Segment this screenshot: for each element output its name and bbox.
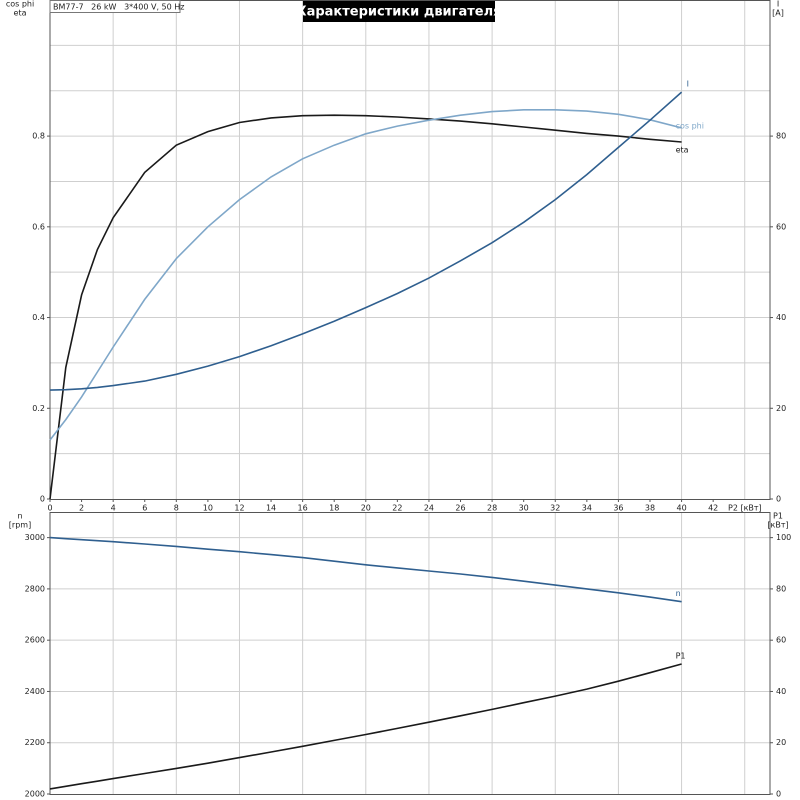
x-tick-label: 6 bbox=[142, 504, 147, 513]
y-axis-label: n bbox=[17, 512, 22, 521]
y2-axis-label: [кВт] bbox=[767, 521, 788, 530]
x-tick-label: 10 bbox=[203, 504, 213, 513]
chart-subtitle: BM77-7 26 kW 3*400 V, 50 Hz bbox=[53, 3, 184, 12]
y-axis-label: [rpm] bbox=[9, 521, 31, 530]
y2-tick-label: 40 bbox=[776, 313, 786, 322]
series-line bbox=[49, 536, 682, 603]
y2-tick-label: 60 bbox=[776, 222, 786, 231]
y-tick-label: 2800 bbox=[25, 584, 45, 593]
y-tick-label: 2000 bbox=[25, 790, 45, 799]
x-tick-label: 34 bbox=[582, 504, 592, 513]
y-tick-label: 0 bbox=[40, 495, 45, 504]
y2-tick-label: 100 bbox=[776, 533, 791, 542]
y2-axis-label: I bbox=[777, 0, 779, 9]
series-label: eta bbox=[676, 145, 689, 154]
x-tick-label: 32 bbox=[550, 504, 560, 513]
y2-tick-label: 20 bbox=[776, 738, 786, 747]
y-tick-label: 2600 bbox=[25, 636, 45, 645]
x-tick-label: 12 bbox=[234, 504, 244, 513]
chart-title: Характеристики двигателя bbox=[297, 5, 502, 20]
title-box bbox=[303, 1, 495, 22]
y-tick-label: 0.4 bbox=[32, 313, 45, 322]
y2-tick-label: 80 bbox=[776, 584, 786, 593]
y-tick-label: 3000 bbox=[25, 533, 45, 542]
series-line bbox=[49, 663, 682, 790]
x-tick-label: 38 bbox=[645, 504, 655, 513]
y2-tick-label: 40 bbox=[776, 687, 786, 696]
x-tick-label: 8 bbox=[174, 504, 179, 513]
x-tick-label: 28 bbox=[487, 504, 497, 513]
plot-frame bbox=[49, 512, 771, 795]
x-tick-label: 30 bbox=[519, 504, 529, 513]
y2-tick-label: 0 bbox=[776, 495, 781, 504]
series-label: P1 bbox=[676, 652, 686, 661]
x-tick-label: 2 bbox=[79, 504, 84, 513]
x-tick-label: 40 bbox=[676, 504, 686, 513]
plot-frame bbox=[49, 0, 771, 500]
x-tick-label: 36 bbox=[613, 504, 623, 513]
series-line bbox=[49, 91, 683, 391]
series-label: n bbox=[676, 589, 681, 598]
series-label: cos phi bbox=[676, 121, 704, 130]
x-tick-label: 18 bbox=[329, 504, 339, 513]
y2-tick-label: 20 bbox=[776, 404, 786, 413]
x-tick-label: 14 bbox=[266, 504, 276, 513]
x-tick-label: 24 bbox=[424, 504, 434, 513]
series-label: I bbox=[687, 80, 689, 89]
info-box bbox=[49, 0, 181, 13]
y2-tick-label: 80 bbox=[776, 132, 786, 141]
x-tick-label: 16 bbox=[298, 504, 308, 513]
y2-axis-label: P1 bbox=[773, 512, 783, 521]
x-tick-label: 0 bbox=[47, 504, 52, 513]
y-axis-label: eta bbox=[14, 9, 27, 18]
y-axis-label: cos phi bbox=[6, 0, 34, 9]
x-tick-label: 26 bbox=[455, 504, 465, 513]
y-tick-label: 0.8 bbox=[32, 132, 45, 141]
y-tick-label: 2200 bbox=[25, 738, 45, 747]
y2-tick-label: 60 bbox=[776, 636, 786, 645]
series-line bbox=[49, 109, 682, 441]
y-tick-label: 0.6 bbox=[32, 222, 45, 231]
y2-axis-label: [A] bbox=[772, 9, 784, 18]
x-tick-label: 4 bbox=[111, 504, 116, 513]
x-axis-label: P2 [кВт] bbox=[728, 504, 762, 513]
x-tick-label: 42 bbox=[708, 504, 718, 513]
y2-tick-label: 0 bbox=[776, 790, 781, 799]
y-tick-label: 0.2 bbox=[32, 404, 45, 413]
x-tick-label: 22 bbox=[392, 504, 402, 513]
y-tick-label: 2400 bbox=[25, 687, 45, 696]
series-line bbox=[49, 114, 682, 500]
x-tick-label: 20 bbox=[361, 504, 371, 513]
